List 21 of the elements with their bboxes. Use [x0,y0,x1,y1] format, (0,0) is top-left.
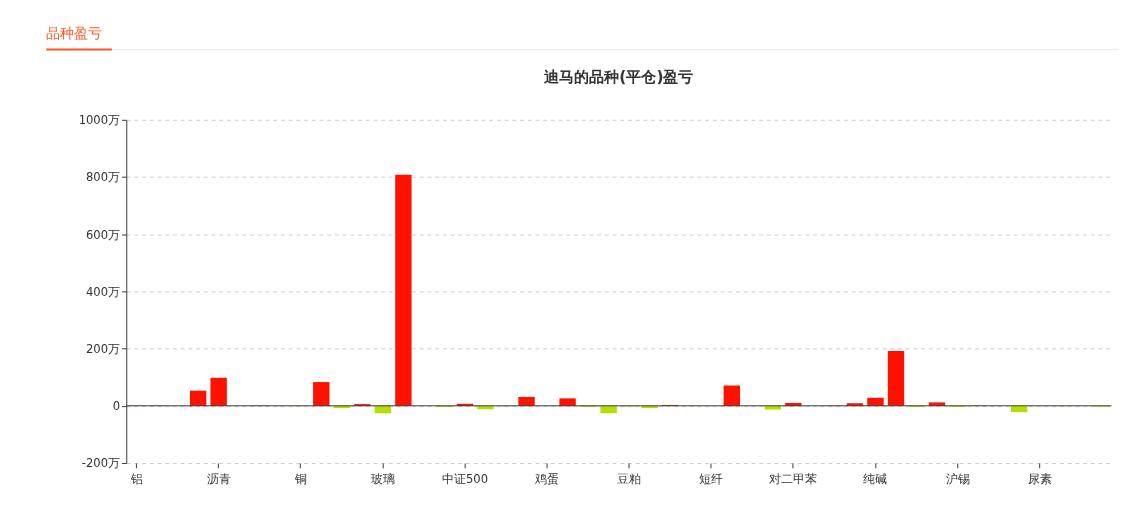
text: 品种盈亏 [46,24,103,41]
x-tick-label: 短纤 [699,471,724,486]
x-tick-label: 玻璃 [370,471,395,486]
chart-title: 迪马的品种(平仓)盈亏 [543,68,694,87]
x-tick-label: 铝 [129,471,143,486]
y-tick-label: 1000万 [78,113,121,128]
x-tick-label: 纯碱 [863,471,888,486]
x-tick-label: 豆粕 [617,471,642,486]
x-tick-label: 铜 [293,471,307,486]
y-tick-label: -200万 [81,456,121,471]
x-tick-label: 鸡蛋 [534,471,560,486]
y-tick-label: 600万 [85,227,121,242]
x-tick-label: 沥青 [206,471,231,486]
x-tick-label: 对二甲苯 [769,471,818,486]
x-tick-label: 中证500 [441,471,488,486]
x-tick-label: 尿素 [1027,471,1052,486]
y-tick-label: 200万 [85,341,121,356]
y-tick-label: 0 [112,399,121,414]
y-tick-label: 800万 [85,170,121,185]
x-tick-label: 沪锡 [945,471,970,486]
y-tick-label: 400万 [85,284,121,299]
